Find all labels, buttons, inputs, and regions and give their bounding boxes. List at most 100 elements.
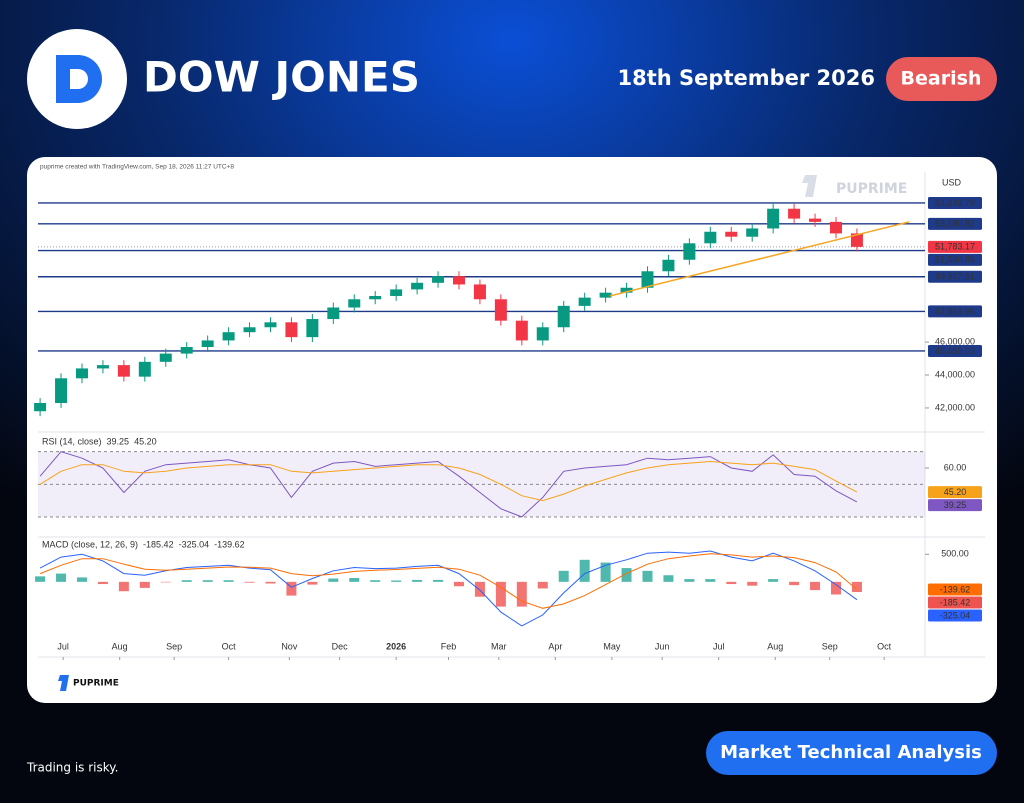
- candle-body: [494, 299, 507, 321]
- candle-body: [850, 233, 863, 247]
- y-tick-label: 500.00: [941, 549, 969, 559]
- histogram-bar: [97, 581, 108, 585]
- histogram-bar: [558, 570, 569, 582]
- unit-label: USD: [942, 177, 962, 187]
- cta-text[interactable]: Market Technical Analysis: [720, 742, 982, 763]
- histogram-bar: [621, 568, 632, 582]
- y-tick-label: 60.00: [944, 462, 967, 472]
- histogram-bar: [495, 581, 506, 607]
- histogram-bar: [35, 576, 46, 582]
- histogram-bar: [433, 579, 444, 582]
- price-tag: [928, 253, 982, 266]
- histogram-bar: [349, 577, 360, 582]
- legend-label: RSI (14, close): [42, 436, 102, 446]
- price-tag-label: -139.62: [940, 584, 971, 594]
- logo: [27, 29, 127, 129]
- price-tag-label: -325.04: [940, 610, 971, 620]
- candle-body: [327, 307, 340, 320]
- candle-body: [620, 287, 633, 293]
- price-tag-label: 45.20: [944, 487, 967, 497]
- disclaimer: Trading is risky.: [26, 761, 119, 775]
- candle-body: [704, 231, 717, 244]
- price-tag-label: 51,783.17: [935, 242, 975, 252]
- x-tick-label: Jul: [713, 641, 725, 651]
- histogram-bar: [663, 575, 674, 582]
- price-tag: [928, 583, 982, 596]
- histogram-bar: [391, 580, 402, 582]
- price-tag-label: 51,560.86: [935, 255, 975, 265]
- candle-body: [159, 353, 172, 362]
- candle-body: [117, 365, 130, 377]
- title: DOW JONES: [143, 53, 420, 102]
- candle-body: [515, 320, 528, 341]
- cta-button[interactable]: [706, 731, 997, 775]
- legend-label: 39.25: [107, 436, 130, 446]
- histogram-bar: [286, 581, 297, 596]
- candle-body: [180, 347, 193, 354]
- candle-body: [557, 305, 570, 328]
- candle-body: [348, 299, 361, 308]
- candle-body: [264, 322, 277, 328]
- histogram-bar: [244, 581, 255, 583]
- histogram-bar: [453, 581, 464, 587]
- candle-body: [306, 319, 319, 338]
- y-tick-label: 44,000.00: [935, 369, 975, 379]
- histogram-bar: [537, 581, 548, 589]
- histogram-bar: [768, 579, 779, 582]
- candle-body: [411, 282, 424, 290]
- date: 18th September 2026: [618, 66, 875, 90]
- price-tag: [928, 596, 982, 609]
- histogram-bar: [789, 581, 800, 586]
- x-tick-label: Feb: [441, 641, 457, 651]
- legend-label: -139.62: [214, 539, 245, 549]
- histogram-bar: [684, 579, 695, 582]
- candle-body: [578, 297, 591, 306]
- candle-body: [75, 368, 88, 379]
- x-tick-label: Aug: [767, 641, 783, 651]
- x-tick-label: Nov: [281, 641, 298, 651]
- legend-label: MACD (close, 12, 26, 9): [42, 539, 138, 549]
- candle-body: [201, 340, 214, 348]
- price-tag: [928, 499, 982, 512]
- x-tick-label: Jul: [57, 641, 69, 651]
- price-tag: [928, 196, 982, 209]
- price-tag: [928, 344, 982, 357]
- x-tick-label: Oct: [877, 641, 892, 651]
- series-line: [39, 460, 858, 502]
- price-tag-label: 53,180.82: [935, 219, 975, 229]
- candle-body: [746, 228, 759, 237]
- x-tick-label: Jun: [655, 641, 670, 651]
- histogram-bar: [118, 581, 129, 592]
- trendline: [609, 221, 910, 297]
- x-tick-label: Mar: [491, 641, 507, 651]
- price-tag: [928, 270, 982, 283]
- candle-body: [829, 221, 842, 234]
- footer-brand: PUPRIME: [58, 675, 119, 691]
- price-tag-label: 49,967.91: [935, 272, 975, 282]
- candle-body: [34, 402, 47, 412]
- candle-body: [390, 289, 403, 296]
- histogram-bar: [516, 581, 527, 607]
- histogram-bar: [810, 581, 821, 591]
- histogram-bar: [76, 577, 87, 582]
- candle-body: [683, 243, 696, 260]
- candle-body: [641, 271, 654, 288]
- price-tag: [928, 609, 982, 622]
- histogram-bar: [181, 580, 192, 582]
- histogram-bar: [370, 580, 381, 582]
- candle-body: [369, 295, 382, 300]
- candle-body: [243, 327, 256, 333]
- histogram-bar: [830, 581, 841, 595]
- price-tag: [928, 305, 982, 318]
- histogram-bar: [328, 578, 339, 582]
- chart-card: [27, 157, 997, 703]
- sentiment: Bearish: [901, 68, 982, 90]
- price-tag-label: 45,459.03: [935, 346, 975, 356]
- candle-body: [285, 322, 298, 338]
- candle-body: [138, 361, 151, 377]
- legend-label: -185.42: [143, 539, 174, 549]
- histogram-bar: [202, 580, 213, 582]
- candle-body: [473, 284, 486, 300]
- brand: PUPRIME: [73, 679, 119, 689]
